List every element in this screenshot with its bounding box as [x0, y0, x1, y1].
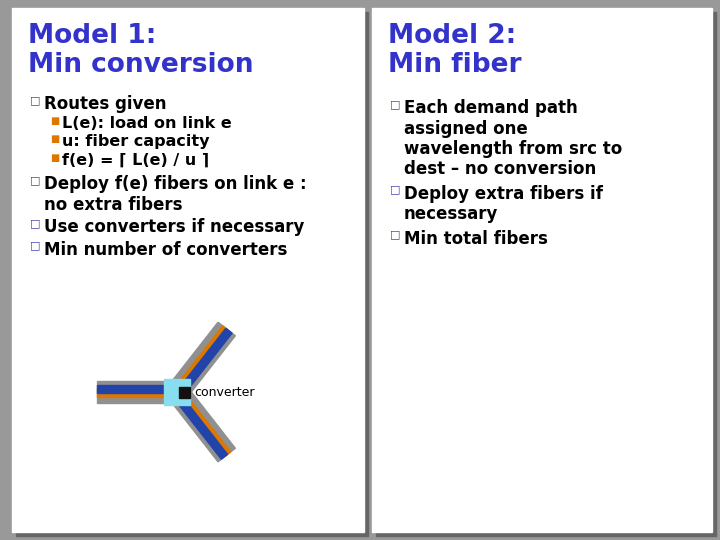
Text: u: fiber capacity: u: fiber capacity — [62, 134, 210, 149]
Polygon shape — [176, 328, 232, 396]
Text: ■: ■ — [50, 134, 59, 144]
Text: □: □ — [30, 176, 40, 185]
Text: Model 1:: Model 1: — [28, 23, 156, 49]
Text: Deploy f(e) fibers on link e :: Deploy f(e) fibers on link e : — [44, 176, 307, 193]
Text: Min conversion: Min conversion — [28, 52, 253, 78]
Text: wavelength from src to: wavelength from src to — [404, 140, 622, 158]
Polygon shape — [97, 381, 177, 403]
Text: necessary: necessary — [404, 205, 498, 223]
Text: Model 2:: Model 2: — [388, 23, 516, 49]
Polygon shape — [168, 385, 235, 462]
Text: assigned one: assigned one — [404, 119, 528, 138]
Text: □: □ — [30, 218, 40, 228]
Text: □: □ — [390, 99, 400, 109]
Text: □: □ — [30, 95, 40, 105]
Bar — [372, 8, 712, 532]
Polygon shape — [168, 322, 235, 399]
Text: □: □ — [30, 240, 40, 251]
Text: no extra fibers: no extra fibers — [44, 195, 182, 214]
Polygon shape — [172, 392, 228, 459]
Text: Each demand path: Each demand path — [404, 99, 577, 117]
Polygon shape — [174, 326, 229, 394]
Text: f(e) = ⌈ L(e) / u ⌉: f(e) = ⌈ L(e) / u ⌉ — [62, 153, 210, 168]
Text: L(e): load on link e: L(e): load on link e — [62, 116, 232, 131]
Bar — [179, 387, 190, 397]
Polygon shape — [175, 389, 230, 457]
Text: □: □ — [390, 230, 400, 240]
Polygon shape — [97, 389, 177, 397]
Text: dest – no conversion: dest – no conversion — [404, 160, 596, 178]
Polygon shape — [97, 385, 177, 393]
Text: converter: converter — [194, 386, 255, 399]
Text: Min number of converters: Min number of converters — [44, 240, 287, 259]
Bar — [376, 12, 716, 536]
Text: Use converters if necessary: Use converters if necessary — [44, 218, 305, 236]
Text: Deploy extra fibers if: Deploy extra fibers if — [404, 185, 603, 202]
Text: ■: ■ — [50, 116, 59, 125]
Text: Min total fibers: Min total fibers — [404, 230, 548, 247]
Bar — [164, 379, 190, 405]
Text: Routes given: Routes given — [44, 95, 166, 113]
Text: □: □ — [390, 185, 400, 195]
Bar — [16, 12, 368, 536]
Text: Min fiber: Min fiber — [388, 52, 521, 78]
Text: ■: ■ — [50, 153, 59, 163]
Bar — [12, 8, 364, 532]
